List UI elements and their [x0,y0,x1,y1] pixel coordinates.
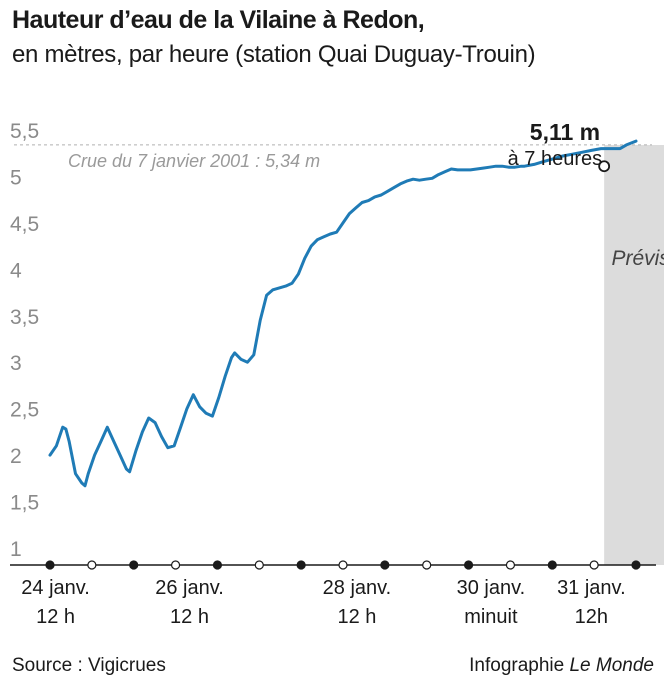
y-tick-label: 3 [10,352,22,375]
x-tick-dot-open [170,560,181,570]
reference-label: Crue du 7 janvier 2001 : 5,34 m [68,151,320,171]
forecast-label: Prévisions [611,247,664,270]
annotation-value: 5,11 m [530,119,600,145]
x-tick-dot-open [589,560,599,570]
forecast-band [604,145,664,565]
y-tick-label: 2 [10,445,22,468]
x-tick-dot-filled [463,560,474,570]
source-credit: Source : Vigicrues [12,655,166,676]
x-tick-label: 12h [575,606,608,628]
x-tick-dot-open [338,560,348,570]
x-tick-dot-open [254,560,264,570]
x-tick-label: 31 janv. [557,577,626,599]
x-tick-dot-open [87,560,97,570]
y-tick-label: 1,5 [10,492,39,515]
y-tick-label: 5 [10,166,22,189]
annotation-layer: 5,11 m à 7 heures [508,119,611,173]
x-tick-label: 30 janv. [457,577,526,599]
x-tick-dot-filled [45,560,55,570]
credit-prefix: Infographie [469,655,570,676]
x-tick-label: 12 h [170,606,209,628]
y-tick-label: 5,5 [10,120,39,143]
y-tick-label: 2,5 [10,399,39,422]
forecast-layer: Prévisions [604,145,664,565]
y-tick-label: 4,5 [10,213,39,236]
x-tick-dot-filled [212,560,223,570]
x-tick-dot-filled [547,560,557,570]
x-tick-dot-filled [631,560,641,570]
water-level-chart: Prévisions Crue du 7 janvier 2001 : 5,34… [10,119,664,628]
x-tick-dot-open [505,560,516,570]
annotation-marker [598,160,611,173]
infographic-credit: Infographie Le Monde [469,655,654,677]
y-tick-label: 4 [10,259,22,282]
y-tick-label: 1 [10,538,22,561]
annotation-time: à 7 heures [508,148,603,170]
x-axis: 24 janv. 12 h 26 janv. 12 h 28 janv. 12 h 30 j… [10,560,656,628]
x-tick-label: 12 h [337,606,376,628]
credit-brand: Le Monde [569,655,654,676]
x-tick-label: minuit [464,606,518,628]
x-tick-label: 12 h [36,606,75,628]
x-tick-dot-open [422,560,432,570]
x-tick-dot-filled [129,560,139,570]
series-line [48,139,638,488]
x-tick-dot-filled [296,560,306,570]
y-axis: 1 1,5 2 2,5 3 3,5 4 4,5 5 5,5 [10,120,39,561]
x-tick-label: 28 janv. [323,577,392,599]
chart-title: Hauteur d’eau de la Vilaine à Redon, [12,6,425,34]
x-tick-dot-filled [380,560,390,570]
chart-subtitle: en mètres, par heure (station Quai Dugua… [12,41,536,68]
x-tick-label: 24 janv. [21,577,90,599]
x-tick-label: 26 janv. [155,577,224,599]
series-layer [48,139,638,488]
y-tick-label: 3,5 [10,306,39,329]
reference-layer: Crue du 7 janvier 2001 : 5,34 m [14,144,652,171]
